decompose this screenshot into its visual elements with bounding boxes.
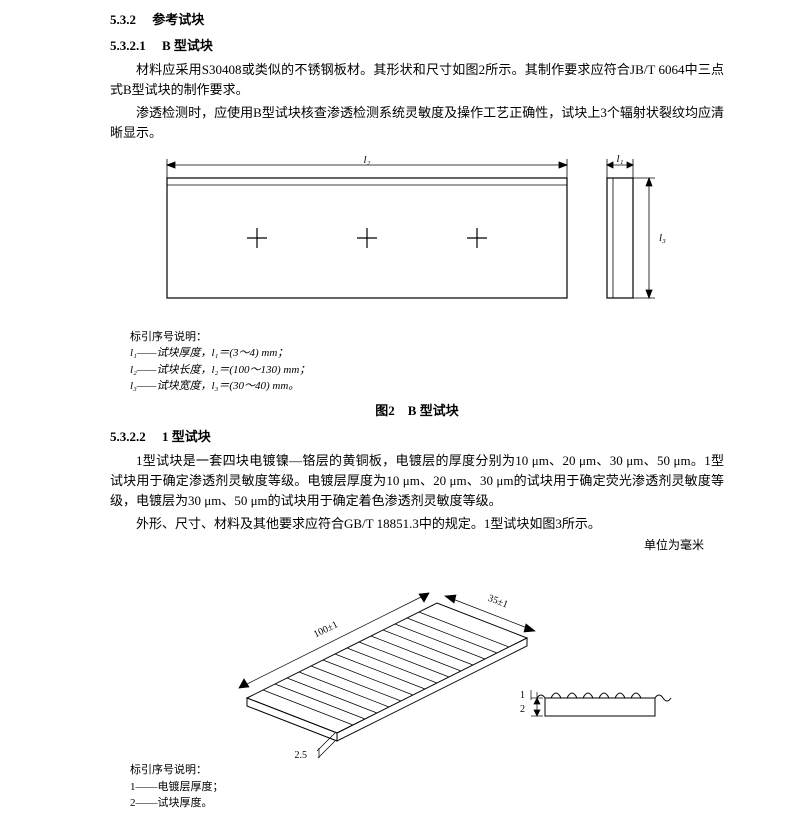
dim-label-l2: l₂: [364, 154, 371, 166]
legend-title: 标引序号说明：: [130, 762, 724, 779]
legend-title: 标引序号说明：: [130, 329, 724, 346]
dim-width: 35±1: [486, 593, 509, 611]
dim-label-l1: l₁: [617, 153, 624, 165]
figure-3-svg: 100±1 35±1 2.5: [157, 558, 677, 758]
paragraph-4: 外形、尺寸、材料及其他要求应符合GB/T 18851.3中的规定。1型试块如图3…: [110, 514, 724, 534]
heading-number: 5.3.2.1: [110, 38, 146, 53]
figure-2-svg: l₂ l₁: [137, 153, 697, 323]
dim-thickness: 2.5: [295, 750, 308, 758]
legend-l1: l₁——试块厚度，l₁＝(3～4) mm；: [130, 345, 724, 362]
legend-l3: l₃——试块宽度，l₃＝(30～40) mm。: [130, 378, 724, 395]
legend-2: 2——试块厚度。: [130, 795, 724, 812]
heading-title: 参考试块: [152, 12, 204, 27]
legend-l2: l₂——试块长度，l₂＝(100～130) mm；: [130, 362, 724, 379]
heading-5-3-2: 5.3.2 参考试块: [110, 10, 724, 30]
page: 5.3.2 参考试块 5.3.2.1 B 型试块 材料应采用S30408或类似的…: [0, 0, 794, 823]
callout-2: 2: [520, 704, 525, 715]
figure-3-legend: 标引序号说明： 1——电镀层厚度； 2——试块厚度。: [130, 762, 724, 812]
figure-2: l₂ l₁: [137, 153, 697, 323]
unit-note: 单位为毫米: [110, 536, 704, 555]
heading-5-3-2-1: 5.3.2.1 B 型试块: [110, 36, 724, 56]
paragraph-1: 材料应采用S30408或类似的不锈钢板材。其形状和尺寸如图2所示。其制作要求应符…: [110, 60, 724, 100]
legend-1: 1——电镀层厚度；: [130, 779, 724, 796]
dim-label-l3: l₃: [659, 232, 666, 244]
heading-number: 5.3.2.2: [110, 429, 146, 444]
figure-2-caption: 图2 B 型试块: [110, 401, 724, 421]
dim-length: 100±1: [312, 620, 340, 641]
paragraph-2: 渗透检测时，应使用B型试块核查渗透检测系统灵敏度及操作工艺正确性，试块上3个辐射…: [110, 103, 724, 143]
paragraph-3: 1型试块是一套四块电镀镍—铬层的黄铜板，电镀层的厚度分别为10 μm、20 μm…: [110, 451, 724, 511]
heading-title: 1 型试块: [162, 429, 211, 444]
heading-number: 5.3.2: [110, 12, 136, 27]
figure-2-legend: 标引序号说明： l₁——试块厚度，l₁＝(3～4) mm； l₂——试块长度，l…: [130, 329, 724, 395]
heading-title: B 型试块: [162, 38, 213, 53]
figure-3: 100±1 35±1 2.5: [157, 558, 677, 758]
heading-5-3-2-2: 5.3.2.2 1 型试块: [110, 427, 724, 447]
callout-1: 1: [520, 690, 525, 701]
